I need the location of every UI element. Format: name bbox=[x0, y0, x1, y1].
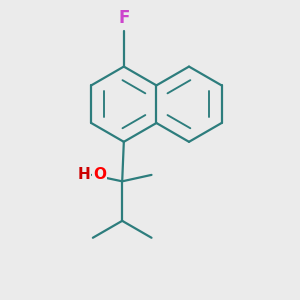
Text: F: F bbox=[118, 9, 130, 27]
Text: O: O bbox=[93, 167, 106, 182]
Text: H: H bbox=[77, 167, 90, 182]
